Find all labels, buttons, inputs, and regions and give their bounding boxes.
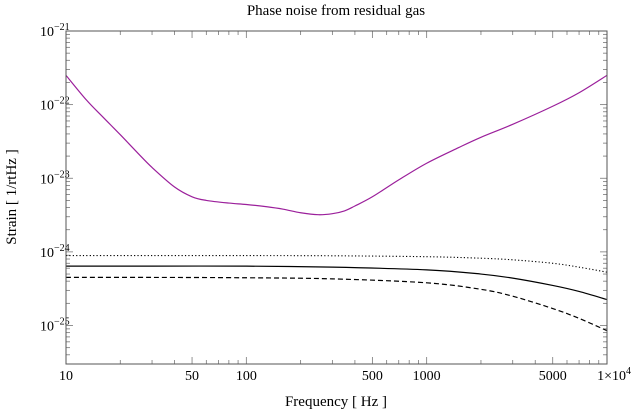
series-line-4 bbox=[66, 276, 607, 332]
y-tick-label: 10−25 bbox=[40, 317, 70, 335]
x-axis-label: Frequency [ Hz ] bbox=[285, 394, 387, 410]
x-tick-label: 1×104 bbox=[597, 366, 631, 384]
axis-ticks bbox=[65, 30, 608, 365]
series-line-1 bbox=[66, 74, 607, 216]
x-tick-label: 5000 bbox=[539, 369, 567, 384]
y-tick-label: 10−22 bbox=[40, 96, 70, 114]
series-line-2 bbox=[66, 255, 607, 273]
chart-title: Phase noise from residual gas bbox=[247, 3, 425, 19]
x-tick-label: 10 bbox=[59, 369, 73, 384]
y-tick-label: 10−24 bbox=[40, 243, 70, 261]
x-tick-label: 100 bbox=[236, 369, 257, 384]
series-line-3 bbox=[66, 265, 607, 301]
plot-frame bbox=[65, 30, 608, 365]
series-group bbox=[66, 74, 607, 332]
y-axis-label: Strain [ 1/rtHz ] bbox=[4, 149, 20, 244]
y-tick-label: 10−23 bbox=[40, 169, 70, 187]
x-tick-label: 1000 bbox=[413, 369, 441, 384]
tick-labels: 10 50 100 500 1000 5000 1×104 10−21 10−22 10−23 10… bbox=[40, 22, 631, 384]
x-tick-label: 500 bbox=[362, 369, 383, 384]
x-tick-label: 50 bbox=[185, 369, 199, 384]
y-tick-label: 10−21 bbox=[40, 22, 70, 40]
